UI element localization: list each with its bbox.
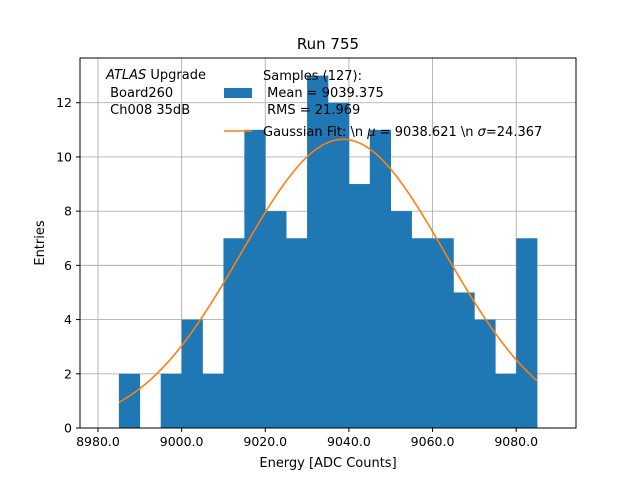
chart-title: Run 755 bbox=[297, 35, 359, 53]
histogram-bar bbox=[390, 211, 412, 428]
histogram-bar bbox=[369, 129, 392, 429]
histogram-bar bbox=[411, 238, 433, 428]
x-tick-label: 9000.0 bbox=[160, 434, 204, 449]
histogram-bar bbox=[202, 373, 224, 428]
histogram-bars bbox=[118, 75, 538, 429]
y-tick-label: 4 bbox=[64, 312, 72, 327]
y-tick-label: 0 bbox=[64, 421, 72, 436]
annotation-line-3: Ch008 35dB bbox=[106, 103, 190, 118]
fit-label-post: =24.367 bbox=[486, 125, 542, 140]
legend-fit-label: Gaussian Fit: \n μ = 9038.621 \n σ=24.36… bbox=[263, 125, 542, 140]
y-tick-label: 8 bbox=[64, 204, 72, 219]
gaussian-fit bbox=[118, 138, 538, 404]
y-tick-label: 6 bbox=[64, 258, 72, 273]
histogram-bar bbox=[223, 238, 245, 428]
x-tick-label: 9080.0 bbox=[494, 434, 538, 449]
histogram-bar bbox=[160, 373, 182, 428]
x-tick-label: 9020.0 bbox=[243, 434, 287, 449]
legend-histogram-line-2: Mean = 9039.375 bbox=[263, 86, 384, 101]
annotation-line-2: Board260 bbox=[106, 86, 173, 101]
histogram-bar bbox=[432, 238, 454, 428]
upgrade-label: Upgrade bbox=[146, 68, 206, 83]
histogram-bar bbox=[348, 184, 371, 428]
y-axis-ticks: 0 2 4 6 8 10 12 bbox=[56, 95, 80, 436]
histogram-bar bbox=[118, 373, 141, 428]
histogram-bar bbox=[265, 211, 287, 428]
fit-label-mu: μ bbox=[366, 125, 375, 140]
histogram-bar bbox=[453, 292, 475, 428]
legend-histogram-patch bbox=[224, 88, 252, 98]
gaussian-fit-curve bbox=[118, 138, 538, 404]
x-tick-label: 9060.0 bbox=[411, 434, 455, 449]
axes-frame bbox=[79, 57, 577, 429]
histogram-bar bbox=[181, 319, 203, 428]
histogram-bar bbox=[244, 129, 266, 429]
histogram-bar bbox=[474, 319, 496, 428]
histogram-bar bbox=[516, 238, 538, 428]
histogram-bar bbox=[495, 373, 517, 428]
histogram-bar bbox=[307, 75, 329, 428]
x-axis-label: Energy [ADC Counts] bbox=[259, 456, 396, 471]
y-tick-label: 12 bbox=[56, 95, 72, 110]
fit-label-mid: = 9038.621 \n bbox=[376, 125, 478, 140]
legend-histogram-line-3: RMS = 21.969 bbox=[263, 103, 360, 118]
fit-label-pre: Gaussian Fit: \n bbox=[263, 125, 367, 140]
atlas-annotation: ATLAS Upgrade Board260 Ch008 35dB bbox=[105, 68, 206, 118]
legend: Samples (127): Mean = 9039.375 RMS = 21.… bbox=[224, 69, 542, 140]
y-tick-label: 10 bbox=[56, 149, 72, 164]
y-axis-label: Entries bbox=[33, 220, 48, 266]
annotation-line-1: ATLAS Upgrade bbox=[105, 68, 206, 83]
x-tick-label: 8980.0 bbox=[76, 434, 120, 449]
fit-label-sigma: σ bbox=[478, 125, 487, 140]
y-tick-label: 2 bbox=[64, 366, 72, 381]
histogram-bar bbox=[286, 238, 308, 428]
x-axis-ticks: 8980.0 9000.0 9020.0 9040.0 9060.0 9080.0 bbox=[76, 428, 538, 449]
legend-histogram-line-1: Samples (127): bbox=[263, 69, 362, 84]
atlas-label: ATLAS bbox=[105, 68, 146, 83]
x-tick-label: 9040.0 bbox=[327, 434, 371, 449]
histogram-bar bbox=[328, 102, 350, 428]
